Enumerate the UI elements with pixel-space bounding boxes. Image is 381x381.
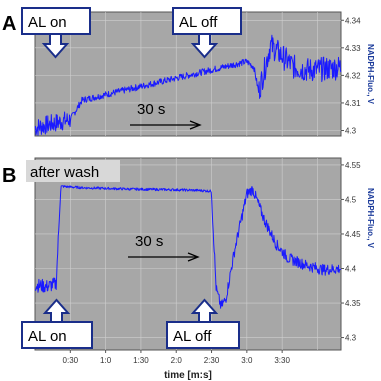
callout-label: AL on (28, 328, 67, 345)
down-arrow-icon (41, 33, 70, 59)
panel-a-trace (34, 34, 342, 136)
y-tick-label: 4.33 (345, 44, 361, 53)
x-tick-label: 3:0 (241, 356, 253, 365)
y-tick-label: 4.3 (345, 126, 357, 135)
scale-label: 30 s (135, 233, 163, 250)
x-tick-label: 2:30 (204, 356, 220, 365)
down-arrow-icon (190, 33, 219, 59)
callout-box (21, 7, 91, 35)
panel-b-y-ticks: 4.55 4.5 4.45 4.4 4.35 4.3 (341, 161, 361, 343)
y-tick-label: 4.45 (345, 230, 361, 239)
panel-b-letter: B (2, 165, 16, 187)
x-tick-label: 1:30 (133, 356, 149, 365)
panel-a-letter: A (2, 13, 16, 35)
up-arrow-icon (42, 298, 71, 323)
wash-label: after wash (30, 164, 99, 181)
right-arrow-head (189, 120, 202, 130)
y-tick-label: 4.4 (345, 265, 357, 274)
right-arrow-head (187, 252, 200, 262)
panel-b: 4.55 4.5 4.45 4.4 4.35 4.3 0:30 1:0 1:30 2:0 2:30… (2, 157, 375, 381)
panel-b-x-axis-label: time [m:s] (164, 370, 212, 381)
panel-b-trace (34, 185, 342, 309)
callout-box (166, 321, 240, 349)
x-tick-label: 1:0 (100, 356, 112, 365)
panel-a-al-on-callout: AL on (21, 7, 91, 59)
panel-a-y-axis-label: NADPH-Fluo., V (366, 44, 375, 105)
callout-label: AL off (179, 14, 218, 31)
y-tick-label: 4.3 (345, 334, 357, 343)
panel-b-x-ticks: 0:30 1:0 1:30 2:0 2:30 3:0 3:30 (63, 350, 290, 365)
x-tick-label: 0:30 (63, 356, 79, 365)
panel-b-grid (35, 158, 341, 350)
y-tick-label: 4.35 (345, 299, 361, 308)
panel-a-y-ticks: 4.34 4.33 4.32 4.31 4.3 (341, 16, 361, 135)
y-tick-label: 4.34 (345, 16, 361, 25)
scale-label: 30 s (137, 101, 165, 118)
wash-label-box (26, 160, 120, 182)
panel-b-al-off-callout: AL off (166, 298, 240, 349)
panel-b-y-axis-label: NADPH-Fluo., V (366, 188, 375, 249)
panel-a-al-off-callout: AL off (172, 7, 242, 59)
panel-a-time-scale: 30 s (130, 101, 202, 130)
y-tick-label: 4.5 (345, 195, 357, 204)
up-arrow-icon (190, 298, 219, 323)
x-tick-label: 2:0 (171, 356, 183, 365)
callout-box (21, 321, 93, 349)
panel-b-time-scale: 30 s (128, 233, 200, 262)
callout-label: AL off (173, 328, 212, 345)
y-tick-label: 4.55 (345, 161, 361, 170)
panel-a: 4.34 4.33 4.32 4.31 4.3 NADPH-Fluo., V A AL … (2, 7, 375, 137)
callout-label: AL on (28, 14, 67, 31)
y-tick-label: 4.32 (345, 71, 361, 80)
y-tick-label: 4.31 (345, 99, 361, 108)
panel-b-al-on-callout: AL on (21, 298, 93, 349)
x-tick-label: 3:30 (274, 356, 290, 365)
